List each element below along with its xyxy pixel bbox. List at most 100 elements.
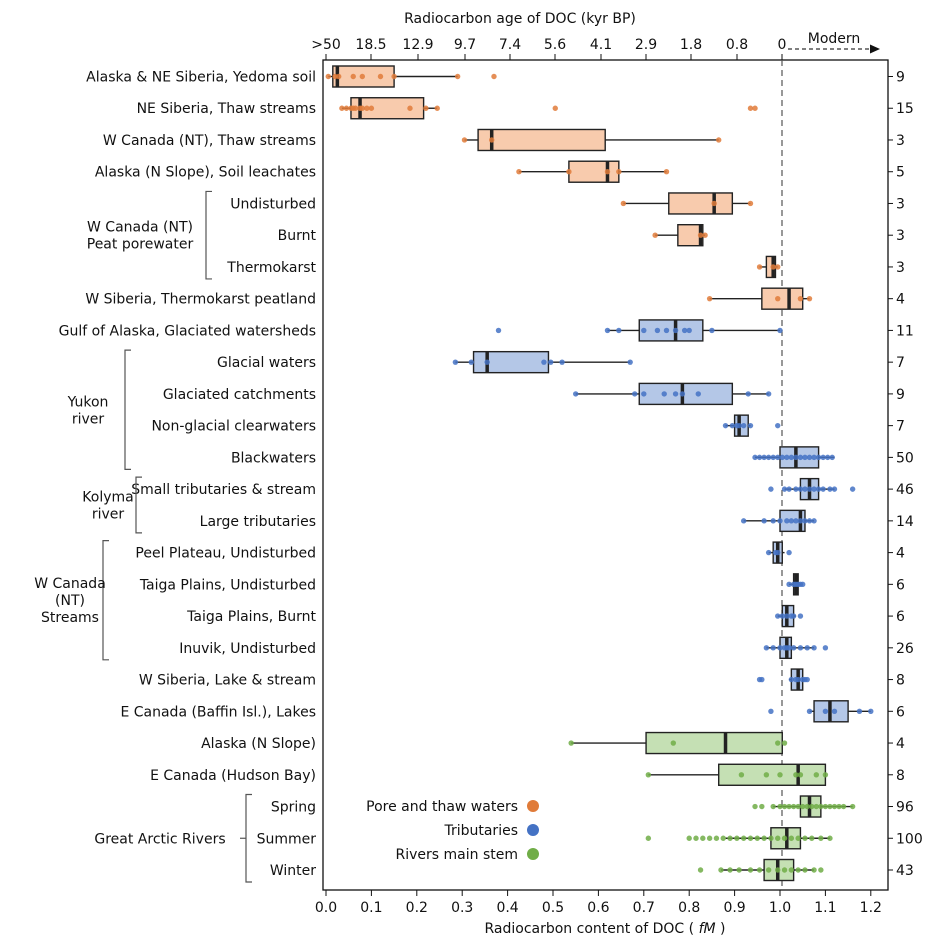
data-point bbox=[809, 835, 815, 841]
row-label: Glaciated catchments bbox=[163, 387, 316, 403]
row-label: Glacial waters bbox=[217, 355, 316, 371]
box-row bbox=[697, 858, 824, 882]
data-point bbox=[548, 359, 554, 365]
data-point bbox=[718, 867, 724, 873]
data-point bbox=[756, 264, 763, 270]
data-point bbox=[768, 708, 774, 714]
data-point bbox=[804, 645, 810, 651]
sample-count: 15 bbox=[896, 101, 914, 117]
data-point bbox=[761, 518, 767, 524]
bottom-tick-label: 0.3 bbox=[451, 900, 473, 916]
row-label: Alaska & NE Siberia, Yedoma soil bbox=[86, 70, 316, 86]
data-point bbox=[811, 867, 817, 873]
data-point bbox=[829, 454, 835, 461]
row-label: Blackwaters bbox=[231, 450, 316, 466]
sample-count: 6 bbox=[896, 609, 905, 625]
data-point bbox=[734, 835, 740, 841]
data-point bbox=[775, 613, 781, 619]
data-point bbox=[827, 835, 833, 841]
box-row bbox=[652, 223, 708, 247]
data-point bbox=[641, 327, 647, 334]
data-point bbox=[604, 327, 611, 334]
data-point bbox=[765, 549, 772, 556]
data-point bbox=[672, 391, 679, 397]
sample-count: 4 bbox=[896, 292, 905, 308]
data-point bbox=[491, 73, 497, 80]
data-point bbox=[822, 772, 829, 778]
data-point bbox=[811, 454, 817, 461]
data-point bbox=[763, 772, 770, 778]
data-point bbox=[831, 803, 838, 810]
data-point bbox=[670, 740, 677, 746]
legend-label: Tributaries bbox=[443, 823, 518, 839]
sample-count: 43 bbox=[896, 863, 914, 879]
data-point bbox=[765, 867, 772, 873]
group-label: river bbox=[92, 506, 125, 522]
data-point bbox=[761, 835, 767, 841]
group-bracket bbox=[124, 349, 131, 470]
data-point bbox=[779, 454, 785, 461]
data-point bbox=[800, 803, 806, 810]
box bbox=[668, 192, 734, 215]
data-point bbox=[368, 105, 375, 111]
data-point bbox=[747, 835, 754, 841]
box-row bbox=[339, 97, 758, 120]
row-label: Spring bbox=[271, 800, 316, 816]
data-point bbox=[663, 169, 670, 175]
data-point bbox=[770, 454, 776, 461]
row-label: W Canada (NT), Thaw streams bbox=[103, 133, 316, 149]
box-row bbox=[516, 160, 670, 183]
bottom-tick-label: 1.2 bbox=[860, 900, 882, 916]
box-row bbox=[775, 604, 804, 628]
top-modern-label: Modern bbox=[808, 31, 861, 47]
bottom-tick-label: 0.5 bbox=[542, 900, 564, 916]
row-label: Non-glacial clearwaters bbox=[151, 419, 316, 435]
data-point bbox=[797, 518, 804, 524]
sample-count: 9 bbox=[896, 70, 905, 86]
data-point bbox=[822, 803, 829, 810]
row-label: Summer bbox=[257, 831, 317, 847]
top-tick-label: >50 bbox=[311, 37, 341, 53]
data-point bbox=[632, 391, 638, 397]
data-point bbox=[434, 105, 440, 111]
bottom-tick-label: 0.4 bbox=[496, 900, 518, 916]
data-point bbox=[813, 772, 820, 778]
data-point bbox=[770, 518, 776, 524]
data-point bbox=[777, 772, 783, 778]
group-brackets: W Canada (NT)Peat porewaterYukonriverKol… bbox=[34, 190, 252, 883]
group-label: W Canada bbox=[34, 576, 106, 592]
data-point bbox=[645, 835, 652, 841]
data-point bbox=[763, 645, 770, 651]
sample-count: 6 bbox=[896, 704, 905, 720]
box-row bbox=[568, 731, 788, 755]
group-label: river bbox=[72, 411, 105, 427]
data-point bbox=[756, 867, 763, 873]
data-point bbox=[573, 391, 579, 397]
data-point bbox=[777, 327, 783, 334]
row-label: W Siberia, Thermokarst peatland bbox=[85, 292, 316, 308]
data-point bbox=[352, 105, 359, 111]
data-point bbox=[541, 359, 547, 365]
box-row bbox=[768, 477, 856, 501]
data-point bbox=[620, 200, 627, 207]
legend-marker bbox=[527, 824, 539, 836]
data-point bbox=[868, 708, 874, 714]
data-point bbox=[516, 169, 522, 175]
row-labels: Alaska & NE Siberia, Yedoma soil NE Siber… bbox=[59, 70, 317, 880]
box-row bbox=[752, 446, 835, 469]
data-point bbox=[781, 835, 788, 841]
data-point bbox=[693, 835, 699, 841]
group-bracket bbox=[245, 793, 252, 883]
data-point bbox=[759, 676, 765, 683]
data-point bbox=[716, 137, 722, 143]
top-tick-label: 9.7 bbox=[454, 37, 476, 53]
group-bracket bbox=[102, 540, 109, 661]
row-label: Peel Plateau, Undisturbed bbox=[135, 546, 316, 562]
data-point bbox=[781, 740, 788, 746]
data-point bbox=[820, 486, 826, 492]
data-point bbox=[793, 772, 799, 778]
bottom-axis-title-open: ( bbox=[689, 921, 694, 937]
data-point bbox=[747, 105, 754, 111]
data-point bbox=[795, 867, 801, 873]
data-point bbox=[824, 454, 831, 461]
